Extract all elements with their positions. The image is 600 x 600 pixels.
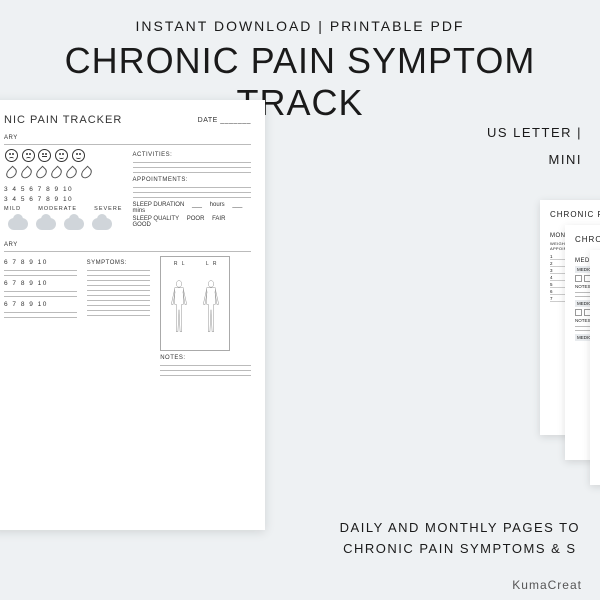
body-diagram: R L L R	[160, 256, 230, 351]
scale-c: 6 7 8 9 10	[4, 301, 77, 308]
s1-title: CHRONIC PAIN TRACKER	[550, 210, 600, 219]
credit: KumaCreat	[512, 578, 582, 592]
side-labels: US LETTER | MINI	[487, 125, 582, 179]
scale-labels: MILD MODERATE SEVERE	[4, 206, 123, 212]
scale-a: 6 7 8 9 10	[4, 259, 77, 266]
mood-faces	[4, 148, 123, 165]
appointments-label: APPOINTMENTS:	[133, 177, 252, 183]
pain-scale-numbers-2: 3 4 5 6 7 8 9 10	[4, 196, 123, 203]
summary-heading: ARY	[4, 135, 251, 141]
daily-tracker-sheet: NIC PAIN TRACKER DATE _______ ARY 3 4 5 …	[0, 100, 265, 530]
pain-scale-numbers: 3 4 5 6 7 8 9 10	[4, 186, 123, 193]
symptoms-label: SYMPTOMS:	[87, 260, 151, 266]
sleep-duration: SLEEP DURATION ___ hours ___ mins	[133, 202, 252, 214]
summary2-heading: ARY	[4, 242, 251, 248]
s2-title: CHRONIC PAIN TRACKER	[575, 235, 600, 244]
weather-icons	[4, 216, 123, 234]
activities-label: ACTIVITIES:	[133, 152, 252, 158]
bottom-description: DAILY AND MONTHLY PAGES TO CHRONIC PAIN …	[340, 518, 580, 560]
date-label: DATE _______	[198, 117, 251, 124]
banner-text: INSTANT DOWNLOAD | PRINTABLE PDF	[0, 0, 600, 34]
hydration-drops	[4, 165, 123, 183]
scale-b: 6 7 8 9 10	[4, 280, 77, 287]
symptom-tracker-sheet: CHRONIC PAIN TRACKER MONTH ____ SYMPTOM …	[590, 250, 600, 485]
sheet-title: NIC PAIN TRACKER	[4, 114, 122, 126]
style-label: MINI	[487, 152, 582, 167]
sleep-quality: SLEEP QUALITY POOR FAIR GOOD	[133, 216, 252, 228]
format-label: US LETTER |	[487, 125, 582, 140]
notes-label: NOTES:	[160, 355, 251, 361]
